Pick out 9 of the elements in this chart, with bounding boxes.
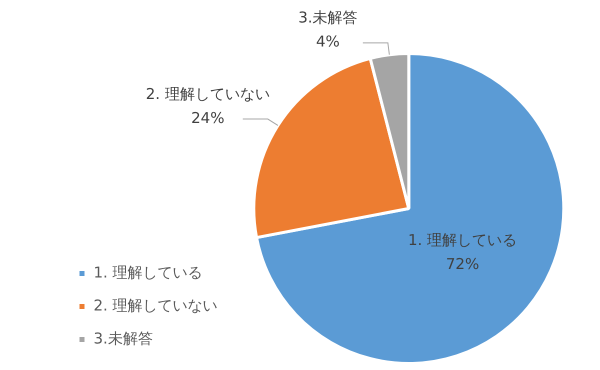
legend-label: 2. 理解していない — [94, 296, 218, 314]
slice-label: 1. 理解している — [408, 230, 518, 249]
data-label: 72% — [446, 254, 480, 273]
data-label: 24% — [191, 108, 224, 127]
legend-label: 3.未解答 — [94, 329, 153, 348]
slice-label: 2. 理解していない — [146, 84, 270, 103]
data-label: 4% — [316, 32, 340, 51]
slice-label: 3.未解答 — [298, 8, 358, 27]
legend-label: 1. 理解している — [94, 263, 203, 282]
